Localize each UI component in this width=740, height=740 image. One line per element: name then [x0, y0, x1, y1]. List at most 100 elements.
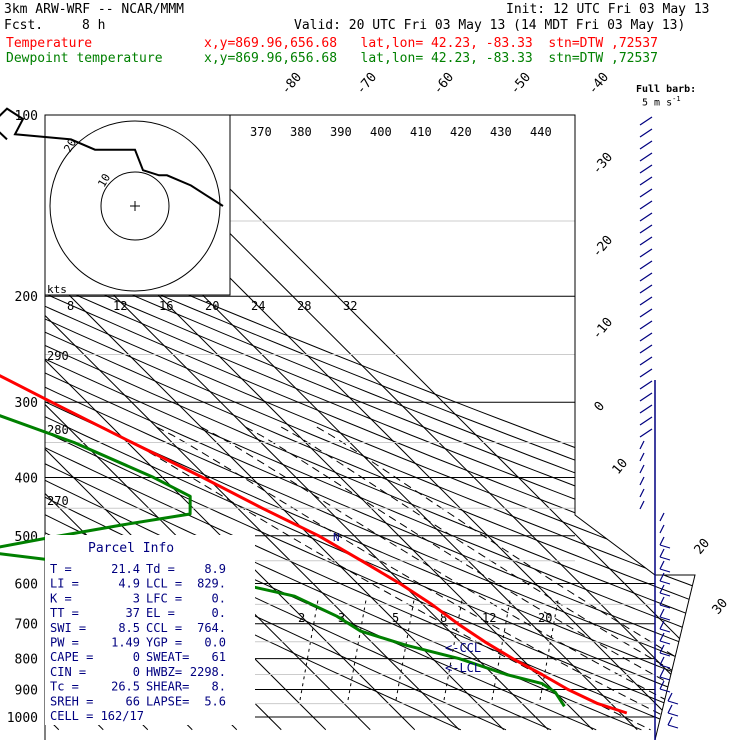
dry-adiabat — [45, 115, 687, 731]
dry-adiabat — [45, 115, 695, 731]
init-time: Init: 12 UTC Fri 03 May 13 — [506, 2, 710, 17]
wind-barb — [639, 488, 645, 498]
mixing-ratio-label: 16 — [159, 299, 173, 313]
isotherm-label: -80 — [279, 70, 306, 98]
temperature-legend-info: x,y=869.96,656.68 lat,lon= 42.23, -83.33… — [204, 36, 658, 51]
parcel-value: 829. — [197, 577, 226, 591]
wind-barb-flag — [659, 604, 671, 609]
model-title: 3km ARW-WRF -- NCAR/MMM — [4, 2, 185, 17]
hodograph-units: kts — [47, 283, 67, 296]
wind-barb — [639, 464, 645, 474]
wind-barb — [639, 152, 653, 162]
parcel-value: 1.49 — [111, 636, 140, 650]
theta-label: 420 — [450, 125, 472, 139]
mixing-ratio-label: 28 — [297, 299, 311, 313]
mixing-ratio-line — [443, 599, 463, 701]
isobar-label: 900 — [15, 683, 38, 698]
theta-label: 430 — [490, 125, 512, 139]
dewpoint-legend-label: Dewpoint temperature — [6, 51, 163, 66]
moist-adiabat — [200, 426, 695, 731]
parcel-label: EL = — [146, 606, 175, 620]
parcel-label: LI = — [50, 577, 79, 591]
wind-barb — [639, 188, 653, 198]
isotherm-label: -60 — [431, 70, 458, 98]
wind-barb — [659, 632, 665, 642]
wind-barb — [639, 476, 645, 486]
mixing-ratio-line — [395, 599, 415, 701]
parcel-value: 0.0 — [204, 636, 226, 650]
isotherm-label: -50 — [508, 70, 535, 98]
isobar-label: 100 — [15, 109, 38, 124]
wind-barb-flag — [659, 676, 671, 681]
wind-barb — [659, 620, 665, 630]
wind-barb — [639, 416, 653, 426]
wind-barb-flag — [667, 712, 679, 717]
parcel-value: 26.5 — [111, 680, 140, 694]
theta-label: 270 — [47, 494, 69, 508]
parcel-value: 61 — [212, 650, 226, 664]
dry-adiabat — [45, 115, 695, 731]
parcel-value: 8.9 — [204, 562, 226, 576]
parcel-value: 4.9 — [118, 577, 140, 591]
mixing-ratio-label: 12 — [113, 299, 127, 313]
wind-barb — [659, 680, 665, 690]
wind-barb — [639, 140, 653, 150]
isobar-label: 800 — [15, 653, 38, 668]
wind-legend-units-text: 5 m s — [642, 97, 673, 109]
wind-barb-flag — [659, 664, 671, 669]
wind-barb — [639, 356, 653, 366]
wind-barb — [639, 296, 653, 306]
mixing-ratio-label: 20 — [205, 299, 219, 313]
theta-label: 370 — [250, 125, 272, 139]
isotherm-line — [45, 115, 416, 731]
wind-barb — [639, 260, 653, 270]
isotherm-line — [45, 115, 371, 731]
parcel-label: SWI = — [50, 621, 86, 635]
wind-barb — [639, 116, 653, 126]
wind-barb — [659, 644, 665, 654]
parcel-label: K = — [50, 591, 72, 605]
wind-barb — [639, 164, 653, 174]
isotherm-label: 10 — [610, 456, 632, 478]
wind-legend-units: 5 m s-1 — [642, 94, 681, 108]
north-marker: N — [333, 531, 340, 544]
mixing-ratio-label: 2 — [298, 611, 305, 625]
isotherm-line — [45, 115, 505, 731]
dry-adiabat — [45, 115, 695, 731]
dry-adiabat — [45, 115, 642, 731]
parcel-value: 5.6 — [204, 694, 226, 708]
wind-barb — [639, 200, 653, 210]
parcel-value: 66 — [126, 694, 140, 708]
wind-legend-units-exponent: -1 — [672, 95, 681, 103]
parcel-value: 8. — [212, 680, 226, 694]
hodograph-ring-10 — [100, 171, 170, 241]
wind-barb-flag — [667, 724, 679, 729]
wind-barb-flag — [659, 616, 671, 621]
wind-barb — [639, 368, 653, 378]
parcel-label: HWBZ= — [146, 665, 182, 679]
wind-barb-flag — [659, 688, 671, 693]
dewpoint-legend-info: x,y=869.96,656.68 lat,lon= 42.23, -83.33… — [204, 51, 658, 66]
parcel-label: CCL = — [146, 621, 182, 635]
isobar-label: 1000 — [7, 711, 38, 726]
dry-adiabat — [45, 115, 695, 731]
wind-barb — [639, 332, 653, 342]
temperature-legend-label: Temperature — [6, 36, 93, 51]
dry-adiabat — [45, 115, 695, 731]
parcel-label: CAPE = — [50, 650, 93, 664]
theta-label: 400 — [370, 125, 392, 139]
mixing-ratio-label: 20 — [538, 611, 552, 625]
wind-barb — [639, 320, 653, 330]
mixing-ratio-line — [299, 599, 319, 701]
wind-barb — [639, 344, 653, 354]
wind-barb — [659, 668, 665, 678]
dry-adiabat — [45, 115, 695, 731]
wind-barb — [639, 380, 653, 390]
wind-barb — [639, 404, 653, 414]
parcel-label: TT = — [50, 606, 79, 620]
sounding-lines: <-CCL <-LCL N — [0, 374, 628, 715]
parcel-value: 764. — [197, 621, 226, 635]
isotherm-line — [155, 115, 695, 731]
wind-barb — [639, 176, 653, 186]
